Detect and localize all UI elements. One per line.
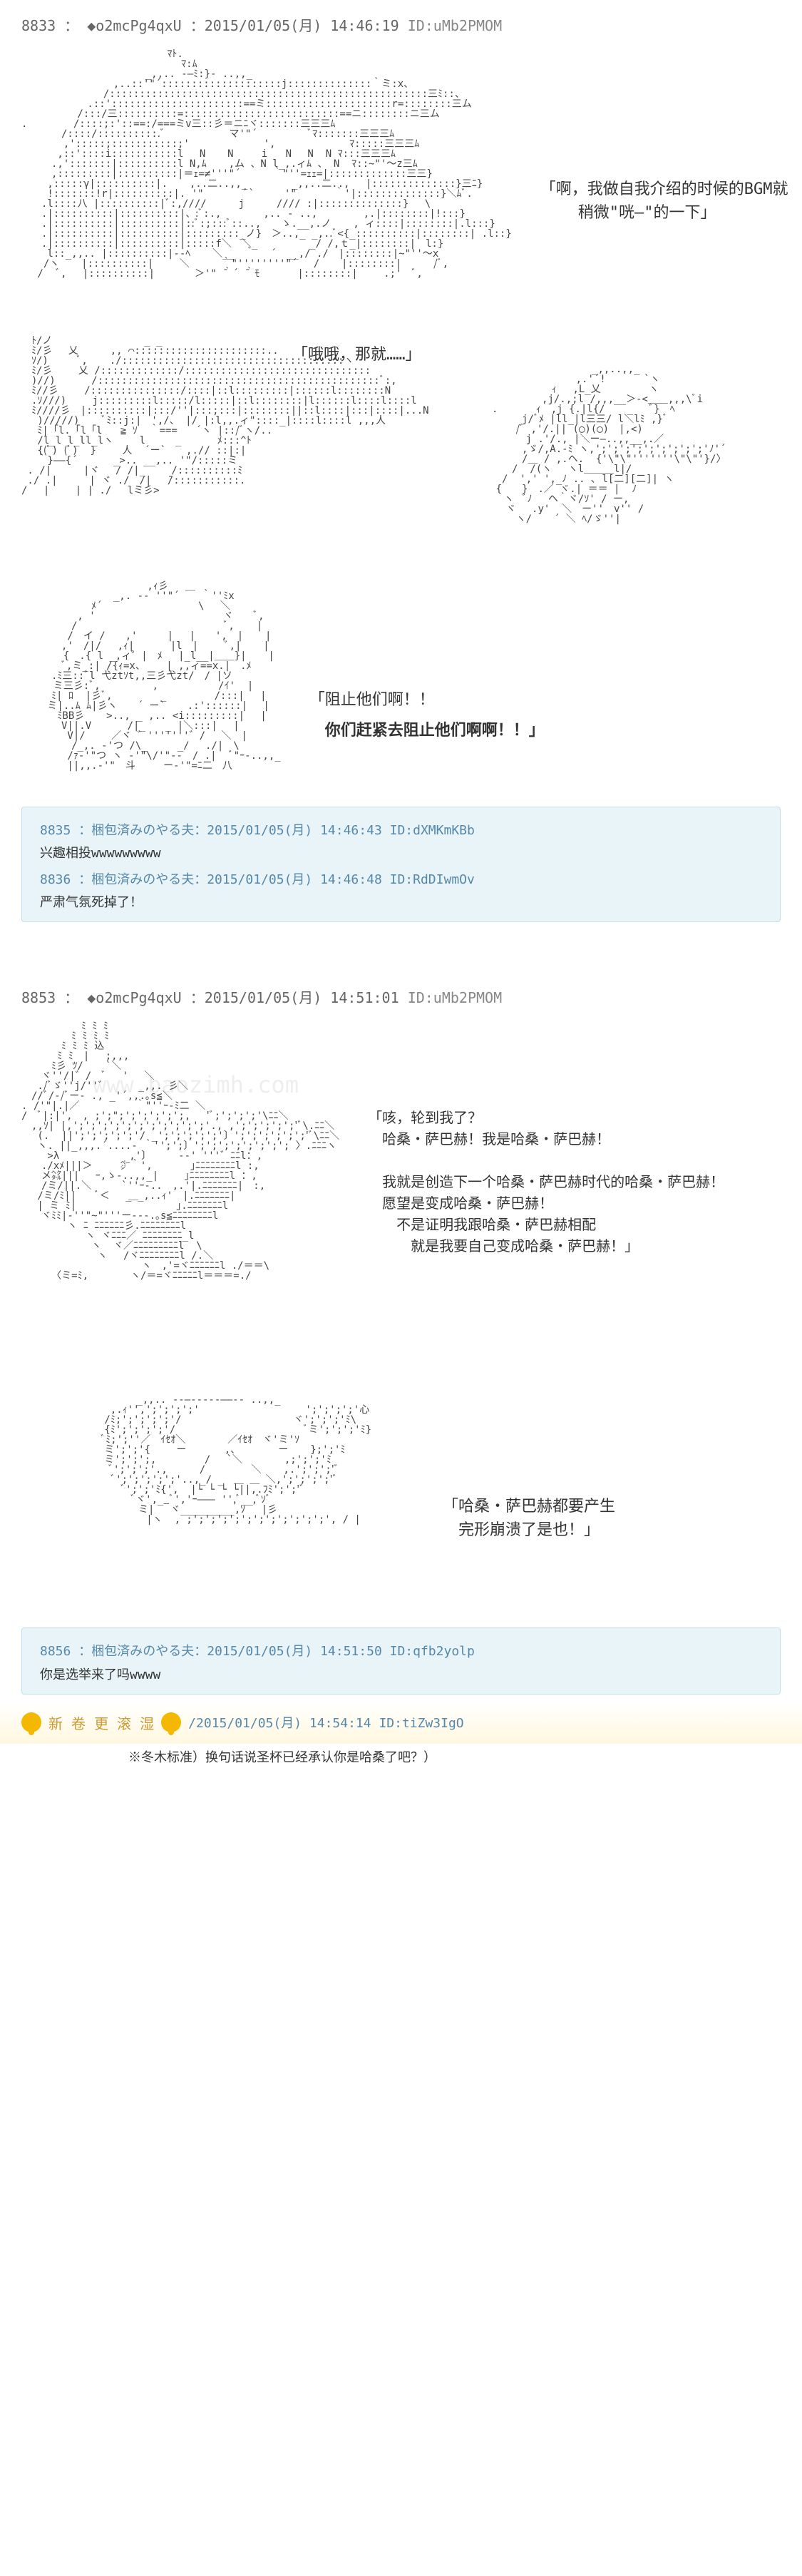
dialogue-2: 「哦哦，那就……」 xyxy=(292,343,421,367)
post-date: 2015/01/05(月) 14:51:01 xyxy=(205,989,399,1006)
post-trip: ◆o2mcPg4qxU xyxy=(87,17,181,34)
dialogue-1: 「啊，我做自我介绍的时候的BGM就 稍微"咣—"的一下」 xyxy=(540,178,788,225)
reply-id: ID:dXMKmKBb xyxy=(390,823,475,838)
post-header: 8833 ： ◆o2mcPg4qxU ：2015/01/05(月) 14:46:… xyxy=(21,14,781,35)
pointer-icon xyxy=(161,1712,181,1732)
reply-8836: 8836 ：梱包済みのやる夫：2015/01/05(月) 14:46:48 ID… xyxy=(40,871,762,889)
ascii-art-5: _,,.. -‐―-----――-‐ ..,,_ ,.ｨ'',';';';';'… xyxy=(78,1395,371,1525)
dialogue-3: 「阻止他们啊！！ xyxy=(309,688,545,712)
footer-id: ID:tiZw3IgO xyxy=(379,1716,463,1731)
reply-box-2: 8856 ：梱包済みのやる夫：2015/01/05(月) 14:51:50 ID… xyxy=(21,1627,781,1694)
aa-container-1: ﾏﾄ. ﾏ:ﾑ _,,.. -―ﾐ:}- ..,,_ ,..::'"´:::::… xyxy=(21,49,781,279)
reply-id: ID:RdDIwmOv xyxy=(390,872,475,887)
reply-name: 梱包済みのやる夫 xyxy=(91,872,194,887)
pointer-icon xyxy=(21,1712,41,1732)
aa-container-3: ,ｨ彡 _,. -‐ ''"´ ￣ ｀''ﾐx ﾒ´ \ ＼ , ' ヾ ﾞ, … xyxy=(21,581,781,771)
reply-date: 2015/01/05(月) 14:46:43 xyxy=(207,823,382,838)
ascii-art-4: ﾐ ﾐ ﾐ ﾐ ﾐ ﾐ ﾐ ﾐ ﾐ ﾐ 込 ﾐ ﾐ | ;,,, ﾐ彡 ﾂ/ `… xyxy=(21,1021,339,1281)
post-number: 8833 xyxy=(21,17,56,34)
aa-container-5: _,,.. -‐―-----――-‐ ..,,_ ,.ｨ'',';';';';'… xyxy=(21,1395,781,1549)
reply-number[interactable]: 8835 xyxy=(40,823,71,838)
reply-content-2: 严肃气氛死掉了！ xyxy=(40,892,762,911)
dialogue-4: 你们赶紧去阻止他们啊啊！！」 xyxy=(309,719,545,742)
reply-number[interactable]: 8836 xyxy=(40,872,71,887)
reply-date: 2015/01/05(月) 14:51:50 xyxy=(207,1644,382,1659)
post-date: 2015/01/05(月) 14:46:19 xyxy=(205,17,399,34)
reply-box-1: 8835 ：梱包済みのやる夫：2015/01/05(月) 14:46:43 ID… xyxy=(21,807,781,922)
post-8853: 8853 ： ◆o2mcPg4qxU ：2015/01/05(月) 14:51:… xyxy=(0,972,802,1578)
dialogue-6: 「哈桑・萨巴赫都要产生 完形崩溃了是也！」 xyxy=(443,1495,615,1542)
footer-bar: 新 卷 更 滚 湿 /2015/01/05(月) 14:54:14 ID:tiZ… xyxy=(0,1702,802,1744)
post-id: ID:uMb2PMOM xyxy=(408,989,502,1006)
footer-content-row: ※冬木标准）换句话说圣杯已经承认你是哈桑了吧？） xyxy=(0,1744,802,1780)
ascii-art-1: ﾏﾄ. ﾏ:ﾑ _,,.. -―ﾐ:}- ..,,_ ,..::'"´:::::… xyxy=(21,49,512,279)
reply-name: 梱包済みのやる夫 xyxy=(91,823,194,838)
post-number: 8853 xyxy=(21,989,56,1006)
reply-number[interactable]: 8856 xyxy=(40,1644,71,1659)
aa-container-2: 「哦哦，那就……」 ﾄ/ノ _ _ ﾐ/彡 乂 ,, ⌒::::::::::::… xyxy=(21,336,781,524)
post-8833: 8833 ： ◆o2mcPg4qxU ：2015/01/05(月) 14:46:… xyxy=(0,0,802,799)
footer-content: ※冬木标准）换句话说圣杯已经承认你是哈桑了吧？） xyxy=(128,1750,436,1765)
ascii-art-3: ,ｨ彡 _,. -‐ ''"´ ￣ ｀''ﾐx ﾒ´ \ ＼ , ' ヾ ﾞ, … xyxy=(21,581,281,771)
footer-date: 2015/01/05(月) 14:54:14 xyxy=(196,1716,371,1731)
ascii-art-2b: _,,..,,_ ,.'´! `ヽ ｨ ,L_乂 ヽ ,j/.,;l /,,,_… xyxy=(486,364,726,524)
reply-content-3: 你是选举来了吗wwww xyxy=(40,1665,762,1683)
reply-name: 梱包済みのやる夫 xyxy=(91,1644,194,1659)
dialogue-5: 「咳，轮到我了？ 哈桑・萨巴赫！我是哈桑・萨巴赫！ 我就是创造下一个哈桑・萨巴赫… xyxy=(368,1107,724,1257)
reply-id: ID:qfb2yolp xyxy=(390,1644,475,1659)
aa-container-4: ﾐ ﾐ ﾐ ﾐ ﾐ ﾐ ﾐ ﾐ ﾐ ﾐ 込 ﾐ ﾐ | ;,,, ﾐ彡 ﾂ/ `… xyxy=(21,1021,781,1281)
reply-date: 2015/01/05(月) 14:46:48 xyxy=(207,872,382,887)
reply-8835: 8835 ：梱包済みのやる夫：2015/01/05(月) 14:46:43 ID… xyxy=(40,822,762,839)
reply-8856: 8856 ：梱包済みのやる夫：2015/01/05(月) 14:51:50 ID… xyxy=(40,1642,762,1660)
post-trip: ◆o2mcPg4qxU xyxy=(87,989,181,1006)
footer-left[interactable]: 新 卷 更 滚 湿 xyxy=(48,1712,154,1733)
post-header-2: 8853 ： ◆o2mcPg4qxU ：2015/01/05(月) 14:51:… xyxy=(21,986,781,1007)
post-id: ID:uMb2PMOM xyxy=(408,17,502,34)
reply-content-1: 兴趣相投wwwwwwwww xyxy=(40,843,762,862)
